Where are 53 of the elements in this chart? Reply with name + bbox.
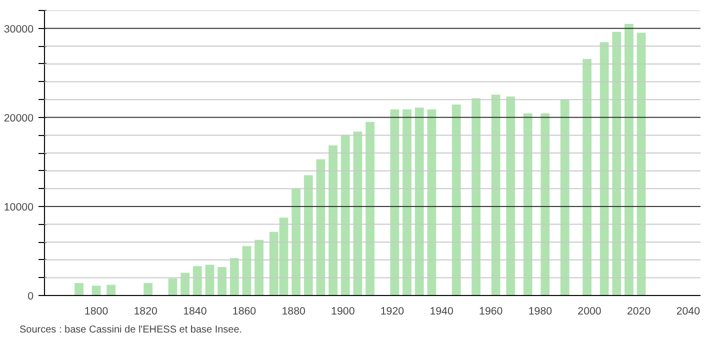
bar bbox=[353, 132, 362, 296]
bar bbox=[414, 108, 424, 296]
x-tick-label: 1940 bbox=[430, 306, 454, 318]
bar bbox=[230, 258, 239, 296]
y-tick-label: 10000 bbox=[4, 201, 34, 214]
bar bbox=[624, 24, 634, 296]
x-tick-label: 2040 bbox=[676, 306, 700, 318]
bar bbox=[452, 104, 461, 296]
bar bbox=[390, 109, 400, 296]
bar bbox=[180, 272, 190, 296]
y-tick-label: 30000 bbox=[4, 23, 34, 36]
bar bbox=[328, 145, 338, 296]
bar bbox=[242, 246, 252, 296]
source-note: Sources : base Cassini de l'EHESS et base Insee. bbox=[20, 324, 242, 336]
bar bbox=[92, 286, 101, 296]
x-tick-label: 1900 bbox=[331, 306, 355, 318]
bar bbox=[218, 267, 227, 296]
x-tick-label: 2000 bbox=[578, 306, 602, 318]
x-tick-label: 1840 bbox=[183, 306, 207, 318]
bar bbox=[612, 32, 622, 296]
bar bbox=[540, 113, 550, 296]
bar bbox=[491, 94, 500, 296]
bar bbox=[560, 100, 570, 296]
bar bbox=[340, 135, 350, 296]
bar bbox=[254, 240, 264, 296]
bar bbox=[472, 98, 481, 296]
bar bbox=[74, 283, 84, 296]
bar bbox=[600, 42, 609, 296]
x-tick-label: 1880 bbox=[282, 306, 306, 318]
x-tick-label: 1820 bbox=[134, 306, 158, 318]
bar bbox=[144, 283, 153, 296]
bar bbox=[636, 32, 646, 296]
bar bbox=[427, 109, 436, 296]
y-tick-label: 20000 bbox=[4, 112, 34, 124]
x-tick-label: 1800 bbox=[84, 306, 108, 318]
bar bbox=[523, 113, 532, 296]
x-tick-label: 1960 bbox=[479, 306, 503, 318]
bar bbox=[402, 109, 412, 296]
bar bbox=[168, 278, 178, 296]
bar bbox=[292, 188, 300, 296]
x-tick-label: 1860 bbox=[232, 306, 256, 318]
bar bbox=[192, 266, 202, 296]
bar bbox=[366, 122, 374, 296]
x-tick-label: 2020 bbox=[626, 306, 651, 318]
bar bbox=[205, 264, 214, 296]
bar bbox=[582, 59, 592, 296]
bar bbox=[106, 284, 116, 296]
x-tick-label: 1920 bbox=[380, 306, 404, 318]
bar bbox=[304, 175, 313, 296]
bar bbox=[506, 96, 516, 296]
bar bbox=[316, 159, 326, 296]
x-tick-label: 1980 bbox=[528, 306, 552, 318]
y-tick-label: 0 bbox=[28, 290, 34, 302]
